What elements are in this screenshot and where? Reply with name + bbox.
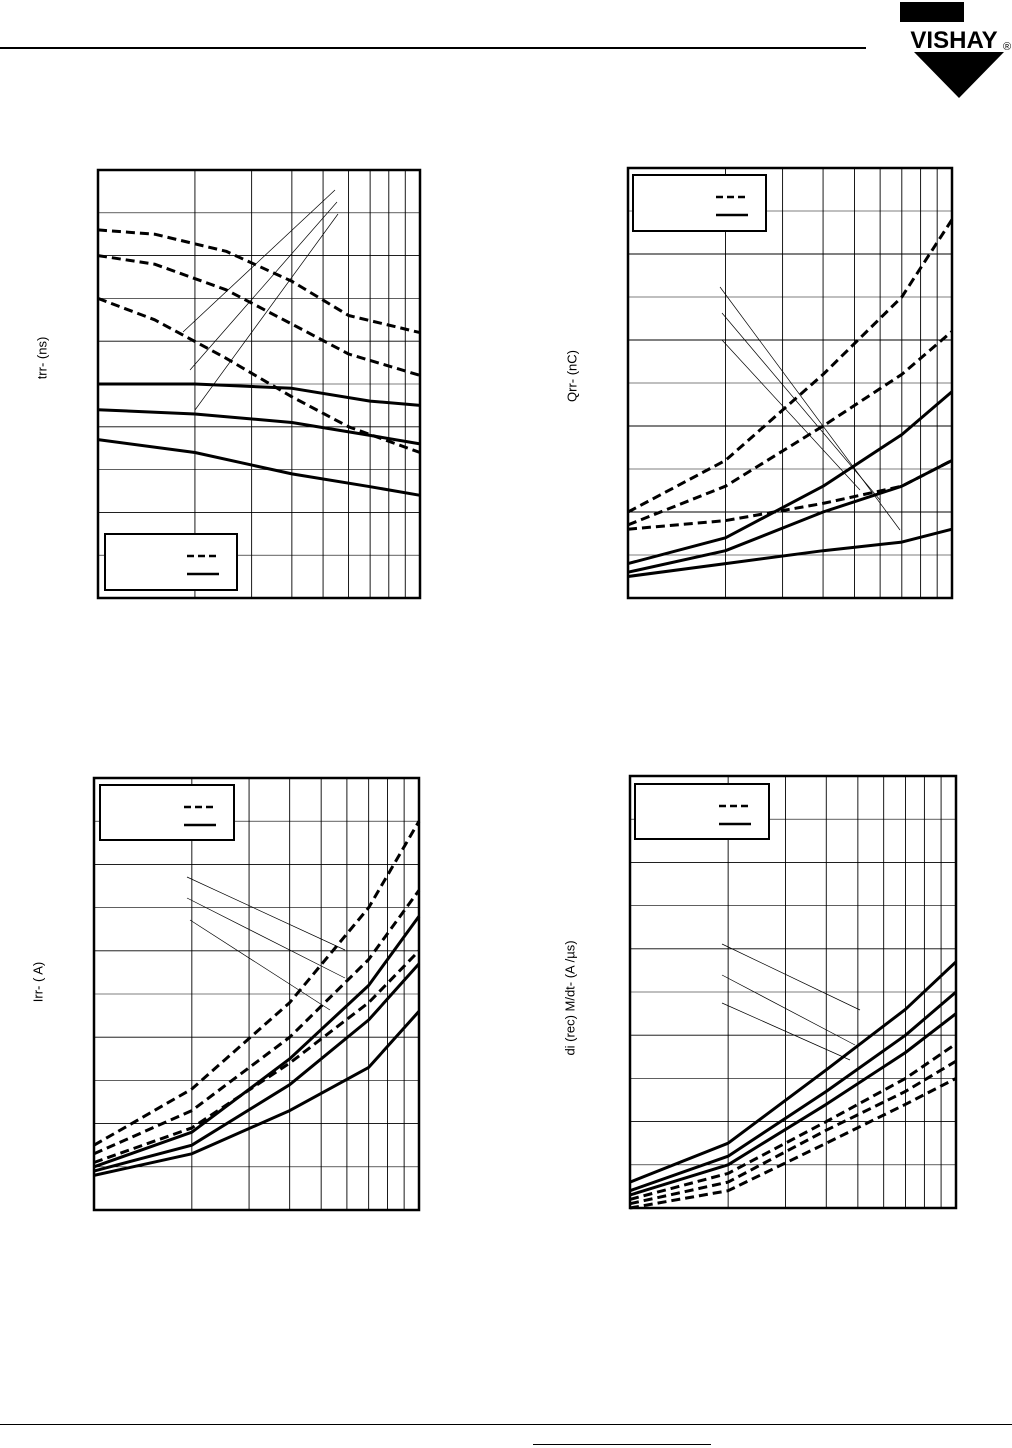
direc-leader-line-0 (721, 943, 861, 1011)
irr-leader-line-1 (186, 897, 346, 979)
logo-triangle-top (900, 2, 964, 22)
trr-plot-frame (96, 168, 422, 600)
trr-series-4-line (97, 408, 421, 446)
footer-mark (533, 1444, 711, 1445)
logo-triangle (914, 52, 1004, 98)
header-rule (0, 47, 866, 49)
trr-leader-line-2 (194, 213, 339, 411)
irr-leader-line-2 (189, 919, 331, 1011)
trr-series-0-line (97, 228, 421, 335)
footer-rule (0, 1424, 1012, 1425)
qrr-legend-box (632, 174, 767, 232)
trr-leader-line-1 (189, 201, 338, 371)
irr-series-1-line (93, 889, 421, 1156)
direc-series-2-line (629, 1012, 957, 1197)
direc-series-4-line (629, 1059, 957, 1206)
direc-dt-axis-label: di (rec) M/dt- (A /µs) (562, 940, 578, 1056)
logo-registered-mark: ® (1003, 41, 1011, 53)
direc-series-1-line (629, 990, 957, 1193)
direc-series-3-line (629, 1042, 957, 1201)
irr-axis-label: Irr- ( A) (30, 961, 46, 1003)
logo-text: VISHAY (910, 27, 997, 54)
trr-series-3-line (98, 382, 421, 407)
direc-series-0-line (629, 960, 958, 1184)
direc-plot-frame (628, 774, 958, 1210)
irr-legend-box (99, 784, 235, 841)
qrr-series-0-line (627, 218, 954, 514)
direc-leader-line-1 (721, 974, 856, 1046)
qrr-leader-line-2 (721, 339, 861, 491)
direc-leader-line-2 (721, 1002, 851, 1061)
vishay-logo: VISHAY ® (900, 2, 1011, 98)
irr-series-2-line (93, 949, 421, 1164)
qrr-leader-line-0 (719, 286, 901, 531)
direc-legend-box (634, 783, 770, 840)
trr-series-5-line (97, 438, 421, 497)
irr-series-3-line (93, 915, 421, 1169)
irr-series-4-line (93, 962, 421, 1173)
qrr-series-5-line (627, 527, 953, 578)
irr-series-0-line (93, 820, 421, 1147)
trr-legend-box (104, 533, 238, 591)
trr-series-2-line (97, 296, 421, 454)
qrr-series-4-line (627, 459, 953, 574)
irr-plot-frame (92, 776, 421, 1212)
trr-leader-line-0 (182, 189, 336, 333)
trr-series-1-line (97, 254, 421, 377)
qrr-series-3-line (627, 390, 953, 566)
direc-series-5-line (629, 1077, 957, 1210)
trr-axis-label: trr- (ns) (34, 336, 50, 380)
irr-leader-line-0 (186, 876, 346, 951)
qrr-axis-label: Qrr- (nC) (564, 350, 580, 402)
qrr-plot-frame (626, 166, 954, 600)
qrr-leader-line-1 (721, 312, 881, 501)
irr-series-5-line (93, 1010, 421, 1177)
